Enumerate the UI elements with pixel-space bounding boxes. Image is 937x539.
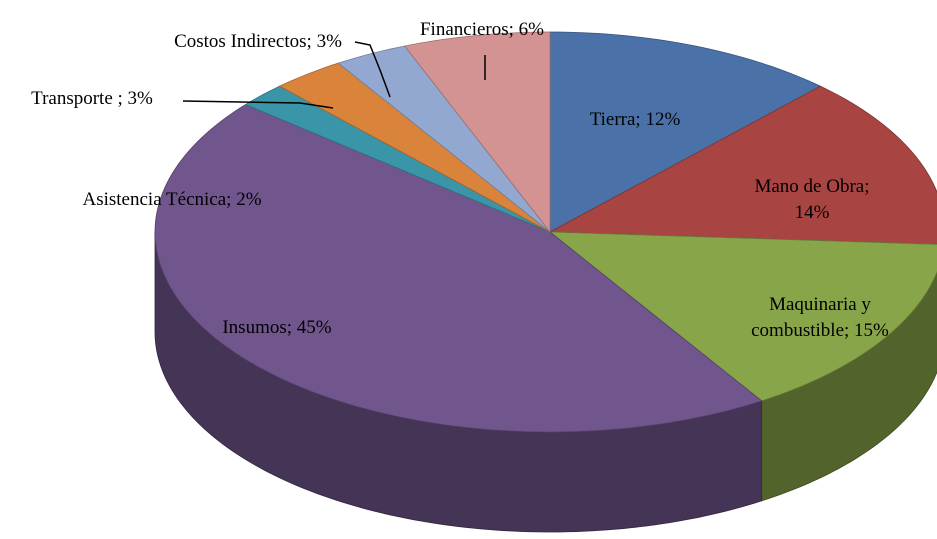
label-category: Financieros; [419, 19, 514, 40]
label-value: 45% [296, 317, 332, 338]
data-label: Tierra; 12% [555, 107, 715, 133]
label-value: 12% [645, 109, 681, 130]
label-value: 15% [854, 320, 889, 341]
label-category: Mano de Obra; [754, 176, 870, 197]
data-label: Transporte ; 3% [0, 86, 187, 112]
label-category: Transporte ; [31, 88, 123, 109]
slice [549, 31, 822, 233]
data-label: Mano de Obra; 14% [737, 174, 887, 226]
label-category: Asistencia Técnica; [82, 189, 232, 210]
slice [403, 31, 551, 234]
data-label: Financieros; 6% [387, 17, 577, 43]
slice [337, 45, 551, 233]
label-value: 6% [518, 19, 544, 40]
leader-line [354, 41, 391, 98]
slice [548, 85, 937, 245]
slice [244, 85, 551, 233]
slice [278, 62, 551, 233]
data-label: Asistencia Técnica; 2% [72, 187, 272, 213]
label-category: Maquinaria y combustible; [751, 294, 871, 341]
leader-line [182, 100, 334, 109]
label-value: 2% [236, 189, 262, 210]
label-value: 3% [127, 88, 153, 109]
data-label: Insumos; 45% [177, 315, 377, 341]
data-label: Costos Indirectos; 3% [168, 29, 348, 55]
slice [154, 104, 763, 433]
label-value: 3% [316, 31, 342, 52]
data-label: Maquinaria y combustible; 15% [730, 292, 910, 344]
label-category: Insumos; [222, 317, 293, 338]
label-category: Tierra; [589, 109, 641, 130]
label-category: Costos Indirectos; [174, 31, 312, 52]
label-value: 14% [794, 202, 830, 223]
